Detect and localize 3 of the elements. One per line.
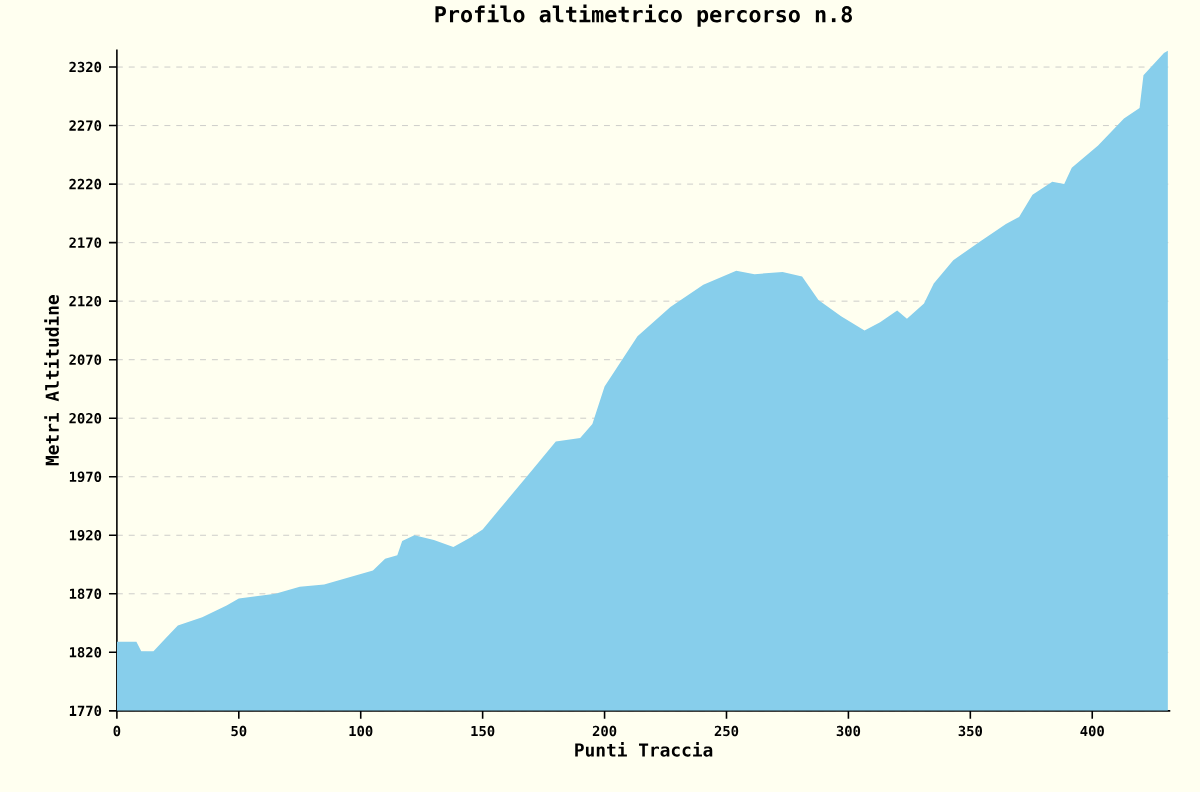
x-axis-title: Punti Traccia [575,741,713,757]
y-axis-title: Metri Altitudine [44,295,59,466]
chart-title: Profilo altimetrico percorso n.8 [435,4,852,27]
